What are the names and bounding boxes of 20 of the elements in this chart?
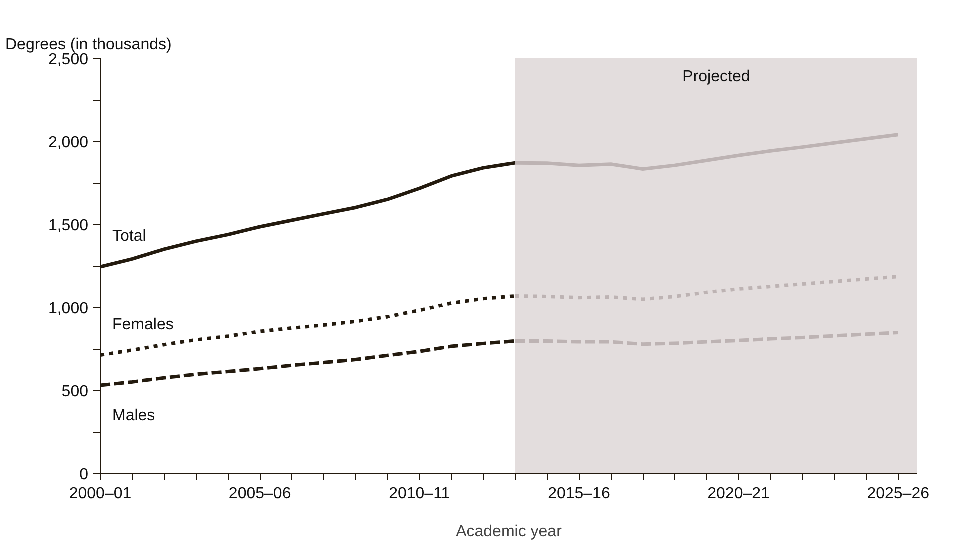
series-label: Males: [112, 408, 156, 425]
y-tick-label: 500: [62, 384, 89, 400]
y-tick-label: 2,000: [48, 134, 89, 152]
x-tick-label: 2010–11: [389, 486, 450, 502]
y-tick-label: 0: [80, 466, 89, 484]
x-tick-label: 2000–01: [69, 486, 132, 502]
line-series: [514, 330, 900, 346]
x-tick-label: 2020–21: [708, 486, 770, 502]
y-tick-label: 1,000: [48, 300, 89, 318]
y-tick-label: 2,500: [48, 52, 89, 68]
x-tick-label: 2005–06: [228, 486, 292, 502]
y-axis-title: Degrees (in thousands): [6, 36, 172, 54]
line-series: [514, 133, 900, 171]
y-tick-label: 1,500: [48, 218, 89, 234]
annotation: Projected: [682, 68, 750, 86]
series-label: Total: [112, 228, 146, 245]
x-axis-title: Academic year: [456, 524, 563, 540]
x-tick-label: 2025–26: [867, 486, 930, 502]
x-tick-label: 2015–16: [548, 486, 610, 502]
series-label: Females: [112, 316, 174, 334]
